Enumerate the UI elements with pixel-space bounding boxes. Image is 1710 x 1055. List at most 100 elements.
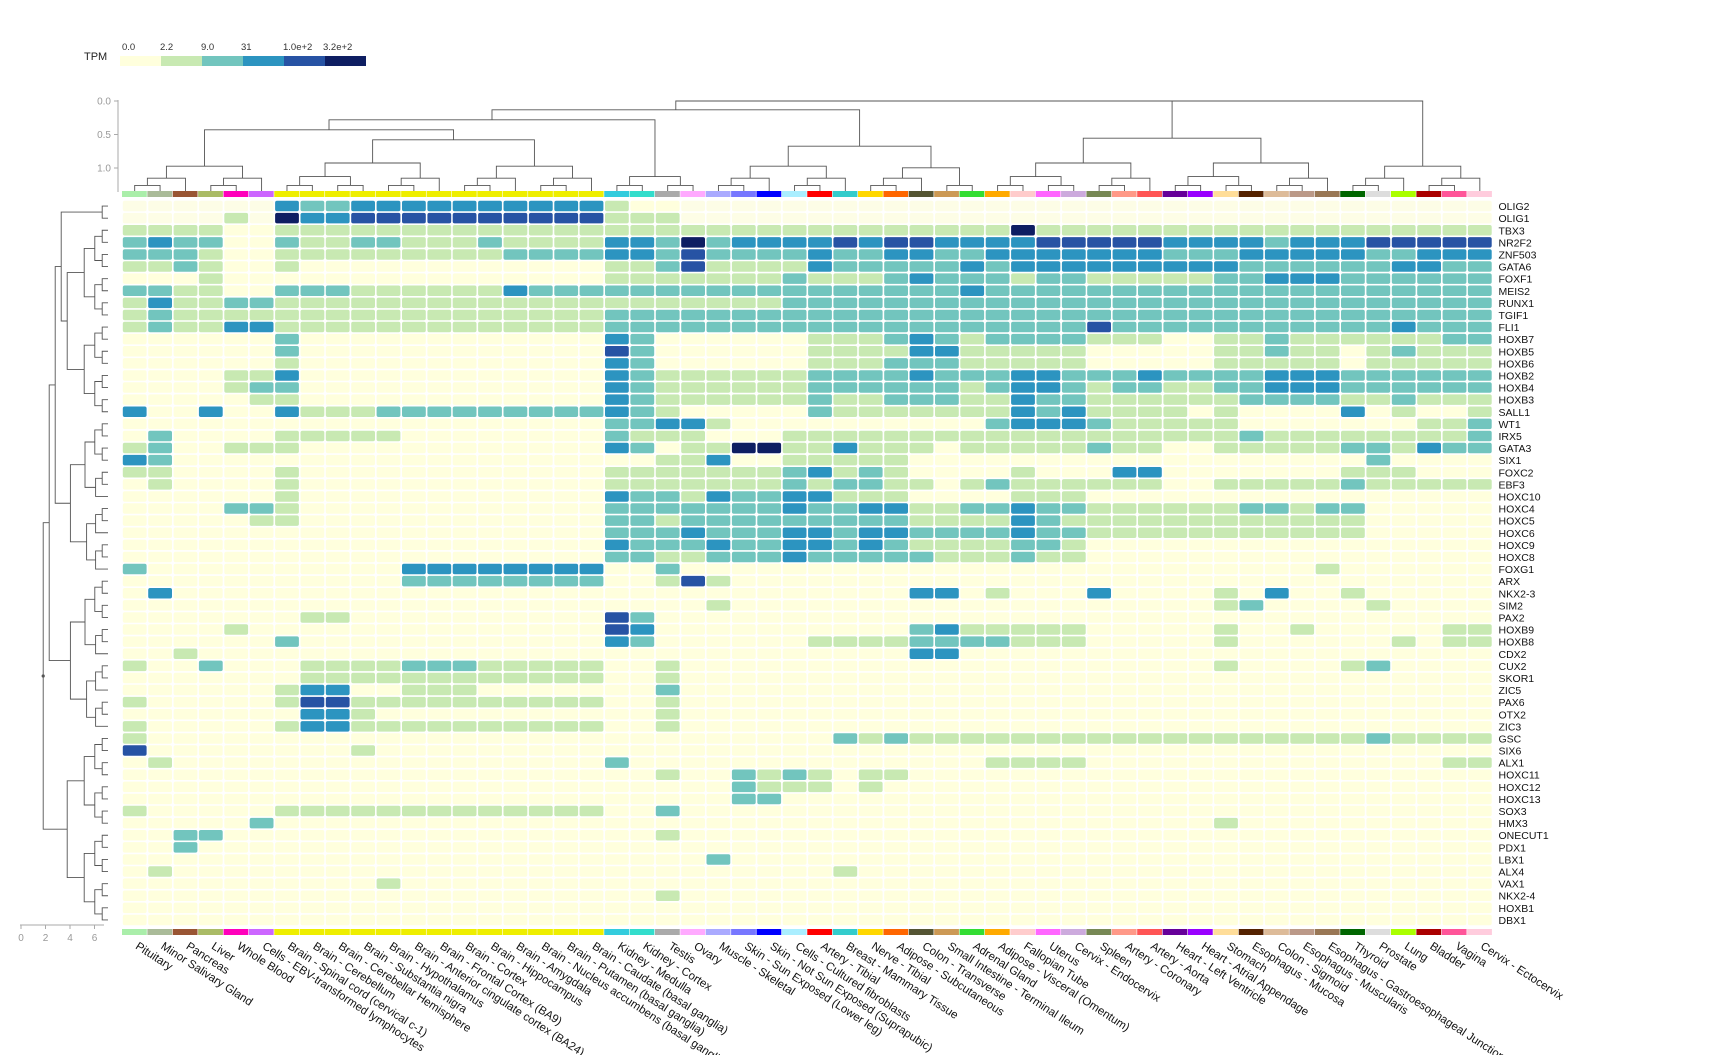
heatmap-cell [1417, 212, 1441, 224]
heatmap-cell [224, 696, 249, 708]
heatmap-cell [1036, 370, 1061, 381]
heatmap-cell [808, 684, 832, 696]
heatmap-cell [1467, 479, 1492, 490]
heatmap-cell [1290, 648, 1315, 659]
heatmap-cell [1417, 672, 1441, 684]
heatmap-cell [985, 430, 1010, 442]
heatmap-cell [1163, 721, 1188, 732]
heatmap-cell [1163, 648, 1188, 659]
heatmap-cell [528, 636, 553, 647]
heatmap-cell [731, 225, 756, 236]
heatmap-cell [148, 890, 172, 901]
heatmap-cell [427, 309, 452, 321]
heatmap-cell [985, 648, 1010, 659]
heatmap-cell [249, 757, 274, 768]
heatmap-cell [1366, 370, 1391, 381]
heatmap-cell [985, 406, 1010, 417]
heatmap-cell [1061, 515, 1086, 526]
heatmap-cell [173, 709, 198, 720]
heatmap-cell [630, 394, 655, 405]
heatmap-cell [579, 757, 604, 768]
heatmap-cell [579, 309, 604, 321]
heatmap-cell [731, 285, 756, 296]
heatmap-cell [1112, 902, 1137, 914]
heatmap-cell [554, 551, 579, 563]
heatmap-cell [1366, 200, 1391, 212]
heatmap-cell [325, 902, 350, 914]
heatmap-cell [1188, 285, 1213, 296]
heatmap-cell [605, 745, 629, 756]
heatmap-cell [630, 333, 655, 345]
heatmap-cell [249, 527, 274, 538]
dendrogram-branch [629, 176, 681, 186]
heatmap-cell [630, 612, 655, 623]
heatmap-cell [1087, 817, 1111, 829]
heatmap-cell [554, 333, 579, 345]
heatmap-cell [1163, 321, 1188, 333]
heatmap-cell [1087, 321, 1111, 333]
heatmap-cell [808, 237, 832, 248]
heatmap-cell [1163, 273, 1188, 284]
heatmap-cell [731, 842, 756, 853]
heatmap-cell [1417, 757, 1441, 768]
heatmap-cell [1264, 454, 1289, 466]
heatmap-cell [275, 527, 299, 538]
heatmap-cell [554, 321, 579, 333]
heatmap-cell [249, 612, 274, 623]
heatmap-cell [1138, 709, 1162, 720]
heatmap-cell [935, 575, 959, 587]
heatmap-cell [427, 406, 452, 417]
heatmap-cell [275, 503, 299, 514]
heatmap-cell [1417, 878, 1441, 889]
heatmap-cell [1112, 249, 1137, 260]
heatmap-cell [1290, 261, 1315, 272]
heatmap-cell [579, 878, 604, 889]
heatmap-cell [706, 684, 731, 696]
heatmap-cell [858, 454, 883, 466]
heatmap-cell [706, 321, 731, 333]
heatmap-cell [833, 333, 858, 345]
heatmap-cell [1036, 684, 1061, 696]
heatmap-cell [1214, 733, 1238, 744]
heatmap-cell [376, 866, 401, 877]
heatmap-cell [782, 370, 807, 381]
heatmap-cell [148, 382, 172, 393]
heatmap-cell [1214, 902, 1238, 914]
heatmap-cell [960, 684, 985, 696]
heatmap-cell [1467, 624, 1492, 635]
heatmap-cell [655, 503, 680, 514]
heatmap-cell [782, 588, 807, 599]
heatmap-cell [1036, 309, 1061, 321]
heatmap-cell [858, 503, 883, 514]
heatmap-cell [224, 200, 249, 212]
tissue-color-chip [1289, 929, 1315, 935]
heatmap-cell [198, 358, 223, 369]
heatmap-cell [1315, 588, 1340, 599]
heatmap-cell [478, 503, 502, 514]
heatmap-cell [1061, 346, 1086, 357]
heatmap-cell [452, 563, 477, 575]
heatmap-cell [1391, 890, 1416, 901]
heatmap-cell [528, 333, 553, 345]
heatmap-cell [630, 273, 655, 284]
heatmap-cell [1163, 878, 1188, 889]
heatmap-cell [909, 733, 934, 744]
heatmap-cell [1315, 200, 1340, 212]
heatmap-cell [935, 805, 959, 817]
heatmap-cell [275, 684, 299, 696]
heatmap-cell [427, 358, 452, 369]
heatmap-cell [630, 430, 655, 442]
heatmap-cell [1442, 273, 1467, 284]
heatmap-cell [1214, 370, 1238, 381]
heatmap-cell [909, 539, 934, 551]
heatmap-cell [1163, 503, 1188, 514]
heatmap-cell [655, 358, 680, 369]
dendrogram-branch [101, 423, 108, 437]
gene-label: HOXC6 [1499, 528, 1535, 540]
heatmap-cell [1239, 382, 1264, 393]
dendrogram-branch [101, 810, 108, 824]
heatmap-cell [1214, 672, 1238, 684]
heatmap-cell [808, 709, 832, 720]
heatmap-cell [1087, 285, 1111, 296]
heatmap-cell [1341, 805, 1365, 817]
